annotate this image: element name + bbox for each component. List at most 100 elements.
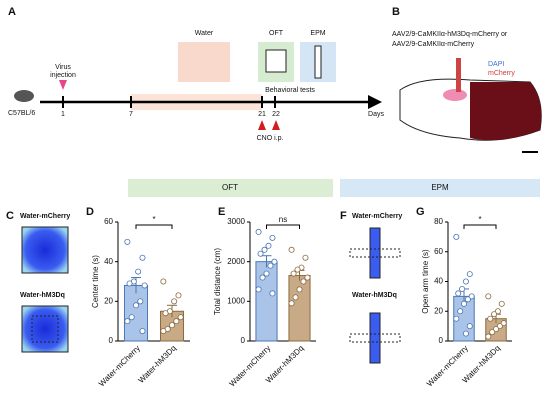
mouse-icon [14,90,34,102]
data-point [171,298,178,305]
virus-construct: AAV2/9-CaMKIIα-hM3Dq-mCherry or [392,31,508,38]
heatmap [21,305,69,353]
data-point [168,322,175,329]
data-point [296,286,303,293]
animal: C57BL/6 [8,110,35,117]
virus-label: Virus [55,64,71,71]
panel-label: F [340,210,347,222]
data-point [132,302,139,309]
virus-construct: AAV2/9-CaMKIIα-mCherry [392,41,475,48]
injection-site [443,89,467,101]
y-tick-label: 0 [439,336,444,345]
y-tick-label: 20 [434,306,443,315]
y-tick-label: 40 [434,277,443,286]
y-tick-label: 60 [104,217,113,226]
data-point [271,258,278,265]
y-tick-label: 2000 [227,257,245,266]
data-point [255,286,262,293]
data-point [137,298,144,305]
data-point [455,290,462,297]
heatmap-title: Water-hM3Dq [352,292,397,299]
data-point [160,328,167,335]
virus-label: injection [50,72,76,79]
data-point [269,234,276,241]
y-axis-label: Open arm time (s) [421,249,430,314]
heatmap-title: Water-mCherry [352,213,402,220]
data-point [139,254,146,261]
data-point [175,292,182,299]
section-band [340,179,540,197]
data-point [460,300,467,307]
y-axis-label: Total distance (cm) [213,248,222,315]
data-point [468,293,475,300]
data-point [457,308,464,315]
oft-arena [265,49,287,73]
data-point [177,314,184,321]
cno-label: CNO i.p. [257,135,284,142]
heatmap-title: Water-hM3Dq [20,292,65,299]
data-point [489,329,496,336]
y-tick-label: 40 [104,257,113,266]
data-point [173,318,180,325]
water-label: Water [195,30,214,37]
epm-open-arm [349,333,401,343]
section-band [128,179,333,197]
panel-label: E [218,206,225,218]
section-title: EPM [431,183,449,192]
syringe [456,58,461,92]
data-point [294,266,301,273]
data-point [496,323,503,330]
y-tick-label: 3000 [227,217,245,226]
significance-bracket [463,224,497,229]
heatmap-title: Water-mCherry [20,213,70,220]
data-point [160,278,167,285]
data-point [288,246,295,253]
cno-arrow [272,120,280,130]
data-point [135,268,142,275]
mcherry-label: mCherry [488,70,515,77]
data-point [141,282,148,289]
data-point [491,311,498,318]
day-label: 7 [129,111,133,118]
data-point [162,310,169,317]
panel-label: A [8,6,16,18]
data-point [466,271,473,278]
section-title: OFT [222,183,238,192]
data-point [462,278,469,285]
data-point [257,250,264,257]
heatmap [21,226,69,274]
data-point [453,315,460,322]
significance: * [152,215,155,224]
significance: ns [279,215,287,224]
x-tick-label: Water-hM3Dq [137,344,178,385]
data-point [300,278,307,285]
water-box [178,42,230,82]
y-tick-label: 1000 [227,296,245,305]
data-point [494,308,501,315]
data-point [487,315,494,322]
data-point [492,326,499,333]
y-axis-label: Center time (s) [91,255,100,308]
significance: * [478,215,481,224]
dapi-label: DAPI [488,61,504,68]
data-point [292,294,299,301]
data-point [255,228,262,235]
panel-label: G [416,206,425,218]
injection-arrow [59,80,67,90]
x-tick-label: Water-mCherry [97,344,142,389]
significance-bracket [266,224,300,229]
data-point [265,242,272,249]
data-point [466,323,473,330]
brain-stain [470,82,542,141]
data-point [459,285,466,292]
epm-heatmap [369,312,381,364]
epm-heatmap [369,227,381,279]
data-point [269,290,276,297]
data-point [302,254,309,261]
bar [288,275,311,342]
data-point [259,274,266,281]
y-tick-label: 0 [109,336,114,345]
data-point [261,246,268,253]
data-point [304,274,311,281]
